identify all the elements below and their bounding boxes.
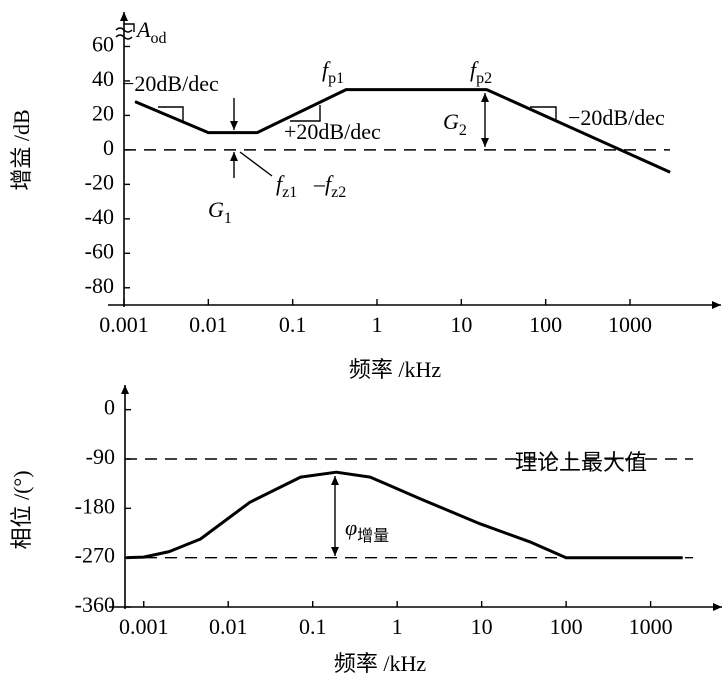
annotation-subscript: p2 [476,70,492,87]
annotation-text: φ [345,515,357,540]
x-axis-label: 频率 /kHz [349,357,442,382]
annotation-text: G [443,109,459,134]
annotation-text: –f [313,171,334,196]
y-axis-label: 增益 /dB [9,109,34,190]
slope-triangle [158,106,184,121]
x-tick-label: 0.1 [279,312,307,337]
annotation-subscript: 1 [224,210,232,227]
leader [124,23,135,32]
annotation: −20dB/dec [568,105,665,130]
annotation: fz1 [276,171,297,201]
annotation: φ增量 [345,515,389,545]
annotation-subscript: 增量 [357,527,389,545]
annotation: 理论上最大值 [515,450,647,475]
x-tick-label: 1 [392,614,403,639]
y-tick-label: -180 [75,493,115,518]
annotation-text: −20dB/dec [122,71,219,96]
annotation-text: +20dB/dec [284,119,381,144]
x-tick-label: 0.001 [99,312,149,337]
y-tick-label: -20 [85,169,114,194]
annotation-subscript: 2 [459,122,467,139]
annotation-text: G [208,197,224,222]
y-tick-label: -60 [85,238,114,263]
x-tick-label: 0.001 [119,614,169,639]
annotation: Aod [135,17,166,47]
annotation-text: A [135,17,151,42]
x-tick-label: 0.1 [299,614,327,639]
y-axis-label: 相位 /(°) [9,470,34,549]
annotation: G1 [208,197,232,227]
annotation: −20dB/dec [122,71,219,96]
x-tick-label: 10 [471,614,493,639]
y-tick-label: -90 [86,444,115,469]
annotation: –fz2 [313,171,346,201]
annotation-text: f [276,171,285,196]
annotation: fp1 [322,57,344,87]
x-tick-label: 1000 [608,312,652,337]
y-tick-label: -40 [85,204,114,229]
x-tick-label: 0.01 [189,312,228,337]
y-tick-label: -270 [75,543,115,568]
x-tick-label: 10 [450,312,472,337]
leader [239,151,273,177]
annotation-text: f [322,57,331,82]
annotation-text: −20dB/dec [568,105,665,130]
y-tick-label: -80 [85,273,114,298]
x-tick-label: 1 [371,312,382,337]
annotation: fp2 [470,57,492,87]
data-line [126,470,683,560]
annotation-text: 理论上最大值 [515,450,647,475]
slope-triangle [290,105,321,122]
y-tick-label: 60 [92,32,114,57]
x-tick-label: 100 [529,312,562,337]
x-axis-label: 频率 /kHz [334,651,427,676]
y-tick-label: 0 [104,395,115,420]
annotation-subscript: p1 [328,70,344,87]
annotation: +20dB/dec [284,119,381,144]
y-tick-label: 20 [92,100,114,125]
y-tick-label: 40 [92,66,114,91]
decorations [115,23,557,556]
x-tick-label: 0.01 [209,614,248,639]
annotation-subscript: od [150,30,166,47]
annotation-subscript: z1 [282,184,297,201]
annotation-subscript: z2 [331,184,346,201]
annotation: G2 [443,109,467,139]
data-line [134,88,671,174]
x-tick-label: 100 [550,614,583,639]
x-tick-label: 1000 [629,614,673,639]
y-tick-label: -360 [75,592,115,617]
slope-triangle [530,106,557,121]
y-tick-label: 0 [103,135,114,160]
annotation-text: f [470,57,479,82]
